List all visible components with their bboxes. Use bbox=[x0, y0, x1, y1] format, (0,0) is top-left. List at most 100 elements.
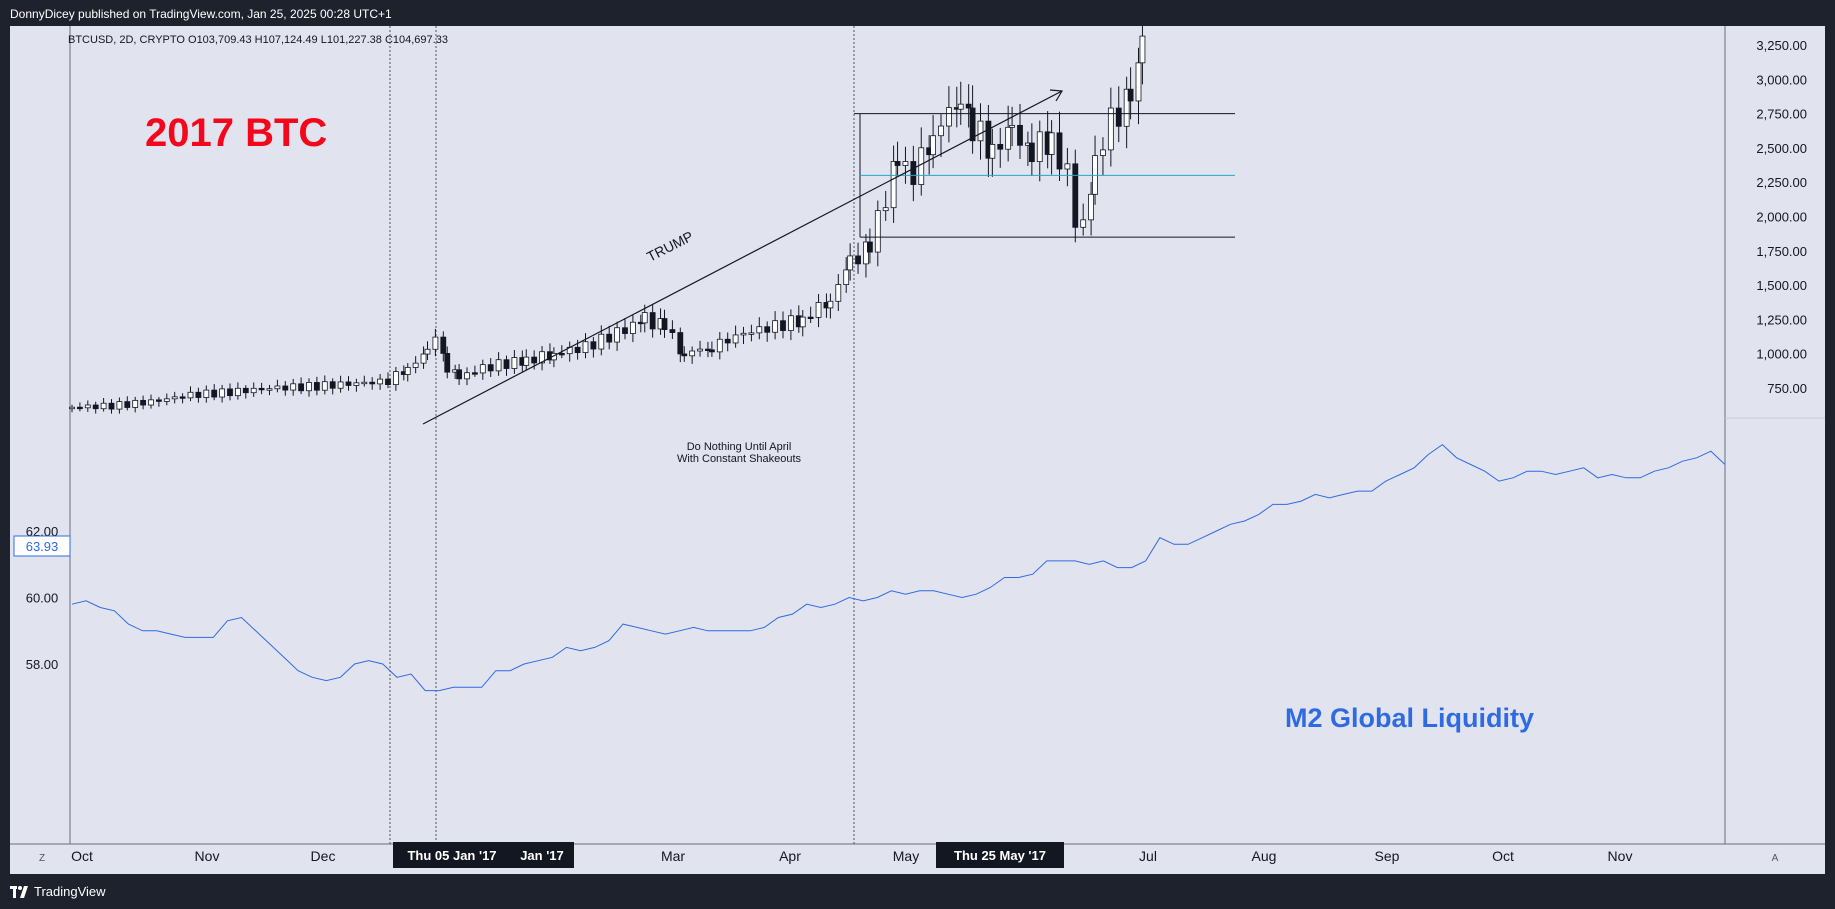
corner-right-label[interactable]: A bbox=[1772, 853, 1779, 864]
m2-line bbox=[71, 443, 1726, 692]
btc-candle-body bbox=[957, 103, 964, 110]
btc-candle-body bbox=[910, 161, 917, 185]
btc-candle-body bbox=[69, 406, 75, 410]
btc-candle-body bbox=[582, 341, 589, 354]
btc-candle-body bbox=[863, 241, 869, 265]
crosshair-label-may25-box bbox=[936, 842, 1064, 868]
btc-candle-body bbox=[258, 387, 265, 391]
btc-candle-body bbox=[1135, 62, 1142, 102]
btc-candle-body bbox=[807, 316, 814, 320]
btc-candle-body bbox=[353, 382, 360, 386]
btc-candle-body bbox=[748, 332, 755, 335]
btc-candle-body bbox=[843, 269, 850, 285]
btc-candle-body bbox=[1127, 88, 1134, 102]
price-tick-label: 2,000.00 bbox=[1756, 210, 1807, 225]
btc-candle-body bbox=[511, 357, 518, 369]
btc-candle-body bbox=[681, 353, 688, 357]
publish-header: DonnyDicey published on TradingView.com,… bbox=[0, 0, 1835, 26]
btc-candle-body bbox=[855, 255, 861, 265]
btc-candle-body bbox=[1123, 88, 1130, 127]
btc-candle-body bbox=[140, 399, 147, 406]
m2-tick-label: 58.00 bbox=[26, 657, 59, 672]
crosshair-label-jan5: Thu 05 Jan '17 bbox=[407, 848, 496, 863]
btc-candle-body bbox=[689, 350, 696, 357]
publish-line: DonnyDicey published on TradingView.com,… bbox=[10, 7, 392, 21]
btc-candle-body bbox=[503, 359, 510, 369]
btc-candle-body bbox=[590, 341, 597, 350]
time-tick-label: Sep bbox=[1375, 848, 1400, 864]
btc-candle-body bbox=[124, 401, 131, 408]
price-tick-label: 1,500.00 bbox=[1756, 278, 1807, 293]
btc-candle-body bbox=[539, 351, 545, 364]
btc-candle-body bbox=[471, 372, 478, 375]
time-tick-label: Aug bbox=[1252, 848, 1277, 864]
btc-candle-body bbox=[756, 326, 763, 334]
time-tick-label: Nov bbox=[1608, 848, 1633, 864]
btc-candle-body bbox=[211, 389, 218, 398]
chart-area[interactable]: 3,250.00 3,000.00 2,750.00 2,500.00 2,250.00… bbox=[10, 26, 1825, 874]
price-tick-label: 1,750.00 bbox=[1756, 244, 1807, 259]
footer-bar: TradingView bbox=[0, 874, 1835, 909]
btc-candle-body bbox=[1005, 126, 1012, 150]
btc-candle-body bbox=[282, 385, 289, 391]
btc-candle-body bbox=[392, 371, 399, 386]
btc-candle-body bbox=[385, 378, 391, 386]
btc-candle-body bbox=[329, 381, 336, 389]
time-tick-label: Apr bbox=[779, 848, 801, 864]
btc-candle-body bbox=[148, 399, 154, 406]
time-tick-label: Oct bbox=[1492, 848, 1514, 864]
btc-candle-body bbox=[847, 255, 854, 271]
btc-candle-body bbox=[788, 315, 794, 331]
axis-layer: 3,250.00 3,000.00 2,750.00 2,500.00 2,250.00… bbox=[26, 38, 1807, 864]
time-tick-label: Jul bbox=[1139, 848, 1157, 864]
btc-candle-body bbox=[290, 383, 297, 391]
btc-candle-body bbox=[250, 387, 257, 394]
price-tick-label: 3,250.00 bbox=[1756, 38, 1807, 53]
btc-candle-body bbox=[716, 338, 723, 353]
trend-arrow-line bbox=[422, 90, 1063, 425]
time-tick-label: Mar bbox=[661, 848, 685, 864]
m2-tick-label: 60.00 bbox=[26, 591, 59, 606]
chart-title-2017-btc: 2017 BTC bbox=[145, 111, 327, 155]
btc-candle-body bbox=[132, 399, 139, 408]
btc-candle-body bbox=[780, 320, 786, 331]
btc-candle-body bbox=[195, 391, 202, 398]
btc-candle-body bbox=[641, 312, 648, 324]
btc-candle-body bbox=[242, 387, 249, 394]
btc-candle-body bbox=[479, 364, 486, 374]
tradingview-logo[interactable]: TradingView bbox=[10, 884, 106, 899]
btc-candle-body bbox=[1048, 132, 1055, 155]
btc-candle-body bbox=[697, 348, 703, 352]
btc-candle-body bbox=[558, 352, 565, 356]
btc-candle-body bbox=[622, 327, 628, 334]
btc-candle-body bbox=[894, 161, 901, 166]
btc-candle-body bbox=[902, 161, 909, 166]
btc-candle-body bbox=[630, 321, 636, 334]
btc-candle-body bbox=[179, 396, 186, 399]
price-tick-label: 2,250.00 bbox=[1756, 175, 1807, 190]
btc-candle-body bbox=[764, 326, 771, 333]
btc-candle-body bbox=[404, 367, 411, 375]
btc-candle-body bbox=[345, 381, 352, 386]
btc-candle-body bbox=[740, 332, 747, 336]
price-tick-label: 750.00 bbox=[1767, 381, 1807, 396]
chart-canvas[interactable]: 3,250.00 3,000.00 2,750.00 2,500.00 2,250.00… bbox=[10, 26, 1825, 874]
corner-left-label[interactable]: Z bbox=[39, 853, 45, 864]
note-line-1: Do Nothing Until April bbox=[687, 441, 792, 453]
btc-candle-body bbox=[321, 381, 328, 391]
btc-candle-body bbox=[306, 382, 312, 392]
btc-candle-body bbox=[227, 388, 233, 397]
btc-candle-body bbox=[187, 391, 194, 399]
m2-label: M2 Global Liquidity bbox=[1285, 703, 1534, 733]
chart-background bbox=[10, 26, 1825, 874]
price-tick-label: 2,750.00 bbox=[1756, 107, 1807, 122]
btc-candle-body bbox=[1100, 149, 1106, 156]
btc-candle-body bbox=[266, 388, 273, 391]
btc-candle-body bbox=[772, 320, 778, 333]
btc-candle-body bbox=[298, 383, 305, 392]
btc-candle-body bbox=[313, 382, 320, 391]
btc-candle-body bbox=[985, 120, 992, 159]
btc-candle-body bbox=[867, 241, 873, 253]
btc-candle-body bbox=[1088, 193, 1094, 221]
btc-candle-body bbox=[1107, 107, 1114, 151]
